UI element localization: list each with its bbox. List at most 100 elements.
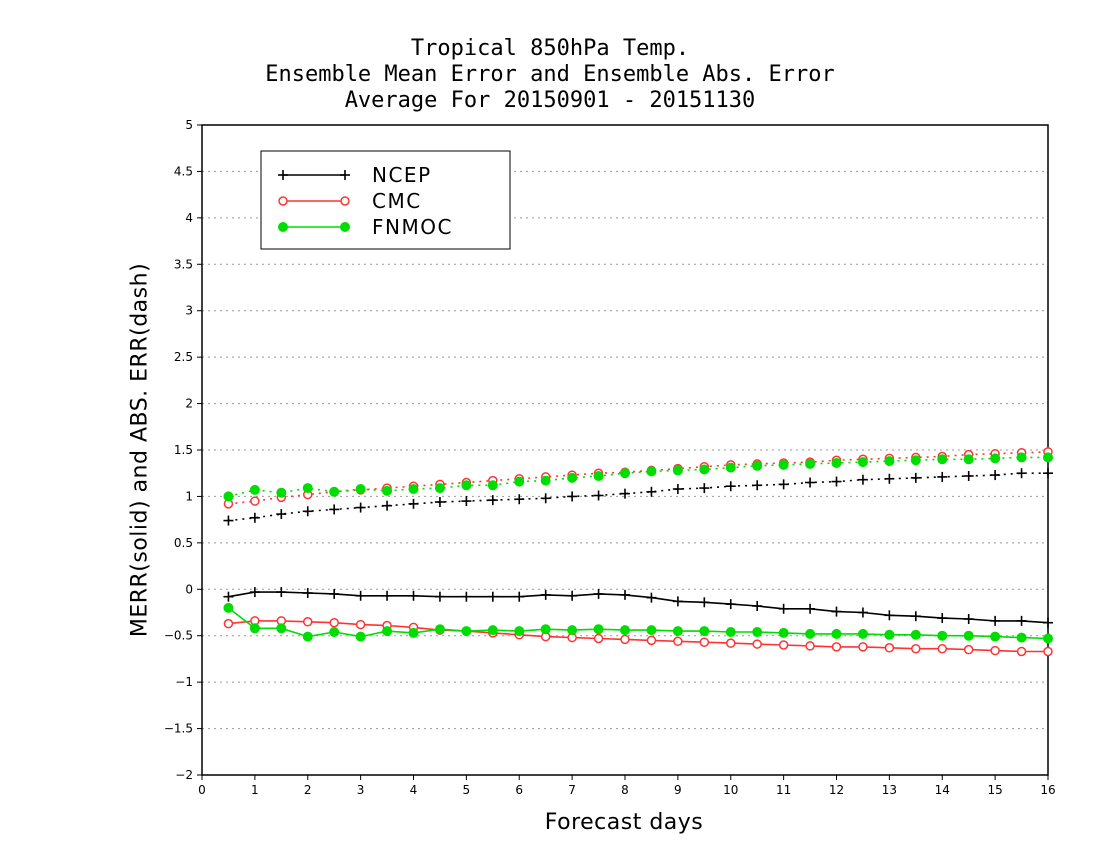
point-merr-fnmoc [487,625,498,636]
point-abs-err-fnmoc [805,458,816,469]
point-merr-ncep [487,591,498,602]
point-merr-cmc [593,633,604,644]
point-merr-cmc [884,643,895,653]
point-abs-err-ncep [276,509,287,520]
point-abs-err-fnmoc [1043,452,1053,463]
x-tick-label: 0 [198,783,206,797]
point-merr-ncep [302,588,313,598]
point-merr-cmc [805,641,815,651]
point-merr-fnmoc [434,624,445,635]
point-merr-ncep [620,589,630,600]
legend-marker-fnmoc [340,222,350,232]
point-merr-fnmoc [646,625,657,636]
point-abs-err-fnmoc [249,484,260,495]
point-merr-fnmoc [382,626,393,637]
point-merr-cmc [329,617,339,628]
series-line-merr-cmc [228,620,1048,653]
point-merr-cmc [911,643,921,654]
point-abs-err-ncep [620,488,630,499]
legend-marker-cmc [340,196,350,206]
point-abs-err-fnmoc [461,480,472,491]
y-tick-label: −1.5 [164,722,193,736]
x-tick-label: 5 [463,783,471,797]
point-merr-fnmoc [540,624,551,635]
point-abs-err-ncep [434,497,445,507]
x-tick-label: 10 [723,783,738,797]
point-merr-ncep [937,613,948,624]
series-line-abs-err-fnmoc [228,456,1048,498]
point-abs-err-fnmoc [831,458,842,468]
point-abs-err-ncep [223,515,234,526]
point-abs-err-fnmoc [884,456,895,467]
point-merr-ncep [910,611,921,622]
point-abs-err-fnmoc [540,475,551,486]
point-abs-err-ncep [725,481,736,492]
point-abs-err-ncep [1016,468,1027,479]
chart-title-line-2: Ensemble Mean Error and Ensemble Abs. Er… [265,62,835,87]
point-abs-err-fnmoc [778,459,789,470]
point-abs-err-ncep [778,479,789,490]
point-merr-ncep [778,603,789,614]
y-tick-label: −2 [175,768,193,782]
point-abs-err-fnmoc [910,455,921,466]
series-line-abs-err-cmc [228,451,1049,505]
point-abs-err-fnmoc [223,491,234,502]
point-abs-err-ncep [1043,468,1053,479]
legend-label-fnmoc: FNMOC [372,215,453,239]
point-merr-ncep [884,610,895,621]
x-tick-label: 4 [410,783,418,797]
y-tick-label: 0.5 [174,536,193,550]
point-abs-err-ncep [461,496,472,507]
x-tick-label: 9 [674,783,682,797]
y-axis-label: MERR(solid) and ABS. ERR(dash) [127,262,153,638]
point-merr-fnmoc [514,626,525,637]
point-merr-ncep [699,597,710,608]
point-abs-err-ncep [567,491,578,502]
point-merr-fnmoc [857,628,868,639]
y-tick-label: 1.5 [174,443,193,457]
point-merr-fnmoc [725,627,736,637]
point-merr-ncep [567,590,578,601]
point-merr-fnmoc [620,625,630,636]
point-abs-err-ncep [593,490,604,501]
point-abs-err-fnmoc [487,480,498,491]
point-abs-err-ncep [831,476,842,487]
point-merr-cmc [699,637,710,647]
legend-marker-ncep [278,170,288,180]
point-merr-fnmoc [593,624,604,635]
series-line-merr-ncep [228,591,1049,624]
point-abs-err-ncep [910,472,921,483]
point-abs-err-ncep [699,483,710,494]
point-merr-fnmoc [672,626,683,637]
point-abs-err-ncep [672,484,683,494]
point-abs-err-fnmoc [646,466,657,477]
point-abs-err-ncep [249,512,260,523]
point-abs-err-ncep [752,480,763,491]
chart-title-line-1: Tropical 850hPa Temp. [410,36,690,61]
x-tick-label: 7 [568,783,576,797]
y-tick-label: 3 [185,304,193,318]
point-merr-ncep [963,614,974,624]
point-merr-fnmoc [249,623,260,634]
point-merr-cmc [646,635,657,646]
y-tick-label: 2.5 [174,350,193,364]
point-merr-cmc [673,636,683,647]
point-merr-cmc [858,642,868,652]
point-merr-ncep [276,587,287,598]
point-merr-ncep [646,592,657,603]
point-abs-err-ncep [937,471,948,482]
point-merr-ncep [990,615,1001,626]
x-tick-label: 12 [829,783,844,797]
point-merr-fnmoc [752,627,763,637]
point-abs-err-fnmoc [593,471,604,481]
point-abs-err-fnmoc [937,454,948,465]
point-merr-ncep [382,590,393,601]
point-merr-fnmoc [963,630,974,641]
point-abs-err-ncep [302,506,313,517]
point-abs-err-ncep [487,495,498,506]
point-abs-err-fnmoc [514,476,525,487]
y-tick-label: −0.5 [164,629,193,643]
point-merr-ncep [540,589,551,600]
